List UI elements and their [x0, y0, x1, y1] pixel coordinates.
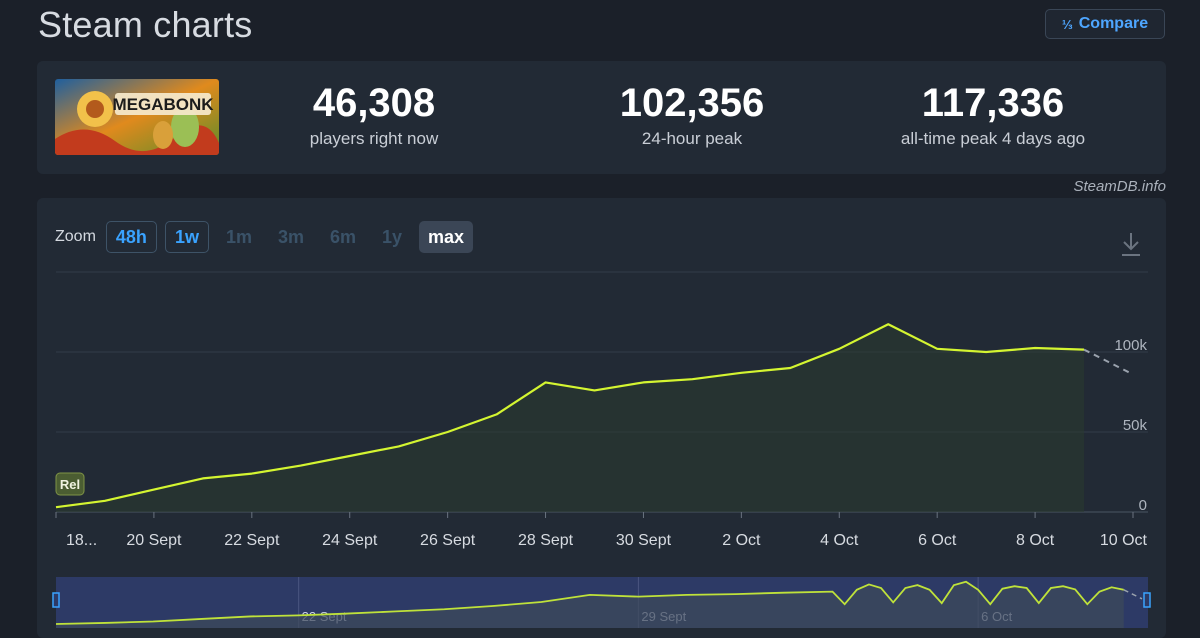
- x-tick-label: 24 Sept: [322, 532, 378, 549]
- x-tick-label: 6 Oct: [918, 532, 957, 549]
- y-tick-label: 100k: [1114, 337, 1147, 354]
- x-tick-label: 22 Sept: [224, 532, 280, 549]
- x-tick-label: 2 Oct: [722, 532, 761, 549]
- x-tick-label: 10 Oct: [1100, 532, 1148, 549]
- y-tick-label: 50k: [1123, 417, 1148, 434]
- y-tick-label: 0: [1139, 497, 1147, 514]
- x-tick-label: 28 Sept: [518, 532, 574, 549]
- x-tick-label: 18...: [66, 532, 97, 549]
- x-tick-label: 26 Sept: [420, 532, 476, 549]
- x-tick-label: 8 Oct: [1016, 532, 1055, 549]
- release-label: Rel: [60, 477, 80, 492]
- x-tick-label: 30 Sept: [616, 532, 672, 549]
- x-tick-label: 20 Sept: [126, 532, 182, 549]
- navigator-handle-left: [53, 593, 59, 607]
- navigator-handle-right: [1144, 593, 1150, 607]
- x-tick-label: 4 Oct: [820, 532, 859, 549]
